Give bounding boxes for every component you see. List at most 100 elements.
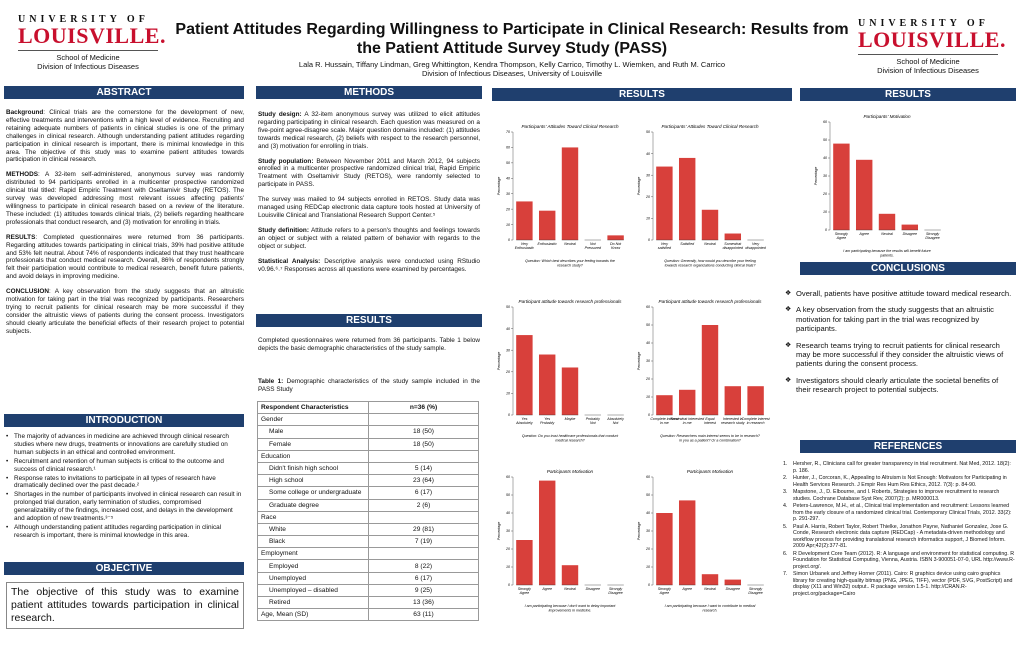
reference-text: Hersher, R., Clinicians call for greater… xyxy=(793,461,1011,474)
category-label: Maybe xyxy=(565,417,576,421)
category-label: Disagree xyxy=(726,587,740,591)
category-label: Neutral xyxy=(881,232,893,236)
chart-svg: Participants' Motivation 0 10 20 30 40 50 60 Per… xyxy=(814,114,941,258)
references-heading: REFERENCES xyxy=(800,440,1016,453)
y-tick-label: 20 xyxy=(645,377,650,381)
table-cell-label: Education xyxy=(257,449,369,463)
chart-caption: Question: Researchers main interest seem… xyxy=(660,434,760,443)
bar xyxy=(878,213,896,230)
conclusions-list: ❖ Overall, patients have positive attitud… xyxy=(785,289,1013,402)
introduction-item: Recruitment and retention of human subje… xyxy=(6,458,244,474)
table-cell-label: Employed xyxy=(257,559,369,573)
reference-number: 2. xyxy=(783,475,788,481)
methods-analysis-label: Statistical Analysis: xyxy=(258,257,321,265)
abstract-results-label: RESULTS xyxy=(6,233,36,241)
table-caption: Table 1: Demographic characteristics of … xyxy=(258,378,480,394)
category-label: Strongly Agree xyxy=(518,587,531,595)
reference-text: Hunter, J., Corcoran, K., Appealing to A… xyxy=(793,475,1007,488)
category-label: Very disappointed xyxy=(745,242,766,250)
y-tick-label: 50 xyxy=(506,493,510,497)
abstract-conclusion: : A key observation from the study sugge… xyxy=(6,288,244,335)
category-label: Equal interest xyxy=(704,417,717,425)
category-label: Agree xyxy=(858,232,869,236)
bar xyxy=(538,354,556,415)
y-tick-label: 30 xyxy=(646,529,650,533)
category-label: Disagree xyxy=(586,587,600,591)
y-tick-label: 0 xyxy=(825,228,827,232)
table-row: Some college or undergraduate 6 (17) xyxy=(257,486,479,500)
bar xyxy=(656,395,673,415)
abstract-body: Background: Clinical trials are the corn… xyxy=(6,109,244,343)
y-tick-label: 10 xyxy=(646,395,650,399)
y-tick-label: 0 xyxy=(648,583,650,587)
logo-right-sub2: Division of Infectious Diseases xyxy=(877,66,979,75)
table-cell-value: 2 (6) xyxy=(368,498,479,512)
table-row: Employment xyxy=(257,547,479,561)
category-label: Somewhat disappointed xyxy=(723,242,744,250)
conclusion-item: ❖ A key observation from the study sugges… xyxy=(785,305,1013,333)
chart-title: Participants Motivation xyxy=(547,469,594,474)
reference-text: Peters-Lawrence, M.H., et al., Clinical … xyxy=(793,503,1012,522)
category-label: Agree xyxy=(541,587,552,591)
table-row: Unemployed – disabled 9 (25) xyxy=(257,583,479,598)
table-caption-text: Demographic characteristics of the study… xyxy=(258,378,480,393)
chart-svg: Participants' Attitudes Toward Clinical … xyxy=(497,124,624,268)
logo-left-main: LOUISVILLE. xyxy=(18,23,166,48)
y-tick-label: 10 xyxy=(646,217,650,221)
y-tick-label: 60 xyxy=(646,305,650,309)
table-cell-value: 7 (19) xyxy=(368,535,479,549)
logo-left: UNIVERSITY OF LOUISVILLE. School of Medi… xyxy=(18,14,166,71)
table-cell-value xyxy=(368,510,479,524)
category-label: Not Pressured xyxy=(585,242,602,250)
introduction-heading: INTRODUCTION xyxy=(4,414,244,427)
y-tick-label: 10 xyxy=(506,223,510,227)
table-cell-value: 23 (64) xyxy=(368,474,479,488)
table-row: Unemployed 6 (17) xyxy=(257,571,479,585)
chart-title: Participants' Motivation xyxy=(863,114,911,119)
y-tick-label: 50 xyxy=(646,323,650,327)
bar xyxy=(724,579,742,585)
logo-right: UNIVERSITY OF LOUISVILLE. School of Medi… xyxy=(858,18,1006,75)
reference-text: Mapstone, J., D. Elbourne, and I. Robert… xyxy=(793,489,1000,502)
chart-svg: Participants' Attitudes Toward Clinical … xyxy=(637,124,767,268)
chart-title: Participants Motivation xyxy=(687,469,734,474)
chart-motivation-future-patients: Participants' Motivation 0 10 20 30 40 50 60 Per… xyxy=(812,110,950,268)
bar xyxy=(516,335,533,415)
y-tick-label: 30 xyxy=(506,192,510,196)
y-axis-label: Percentage xyxy=(637,522,641,540)
table-cell-label: Graduate degree xyxy=(257,498,369,512)
y-axis-label: Percentage xyxy=(497,352,501,370)
abstract-methods: : A 32-item self-administered, anonymous… xyxy=(6,171,244,226)
conclusion-item: ❖ Research teams trying to recruit patien… xyxy=(785,341,1013,369)
logo-right-top: UNIVERSITY OF xyxy=(858,18,989,29)
table-cell-value xyxy=(368,547,479,561)
logo-right-main: LOUISVILLE. xyxy=(858,27,1006,52)
y-tick-label: 60 xyxy=(646,475,650,479)
y-tick-label: 30 xyxy=(506,529,510,533)
y-tick-label: 0 xyxy=(508,413,510,417)
category-label: Neutral xyxy=(564,242,576,246)
y-tick-label: 40 xyxy=(646,511,650,515)
bar xyxy=(561,367,579,415)
table-cell-value: 63 (11) xyxy=(368,608,479,622)
diamond-bullet-icon: ❖ xyxy=(785,341,792,349)
bar xyxy=(538,480,556,585)
chart-caption: I am participating because I want to con… xyxy=(665,604,756,613)
y-tick-label: 50 xyxy=(646,130,650,134)
reference-number: 3. xyxy=(783,489,788,495)
bar xyxy=(538,210,556,240)
reference-item: 5. Paul A. Harris, Robert Taylor, Robert … xyxy=(783,524,1015,550)
chart-title: Participants' Attitudes Toward Clinical … xyxy=(521,124,618,129)
y-tick-label: 20 xyxy=(645,195,650,199)
y-tick-label: 60 xyxy=(823,120,827,124)
y-tick-label: 50 xyxy=(823,138,827,142)
table-cell-label: Didn't finish high school xyxy=(257,461,369,476)
category-label: Complete interest in me xyxy=(650,417,679,425)
chart-svg: Participant attitude towards research pr… xyxy=(637,299,771,443)
introduction-item: Although understanding patient attitudes… xyxy=(6,524,244,540)
bar xyxy=(561,147,579,240)
chart-svg: Participants Motivation 0 10 20 30 40 50 60 Perc… xyxy=(497,469,624,613)
introduction-list: The majority of advances in medicine are… xyxy=(6,433,244,541)
bar xyxy=(516,540,533,585)
y-tick-label: 40 xyxy=(646,341,650,345)
